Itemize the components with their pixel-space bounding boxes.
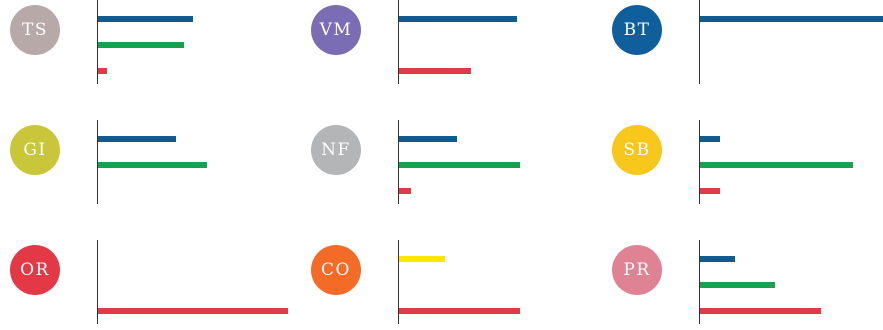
bar-co-1 [399, 308, 520, 314]
bar-pr-2 [700, 308, 821, 314]
axis-line [398, 240, 399, 324]
axis-line [97, 0, 98, 84]
chart-panel-ts: TS [0, 0, 290, 90]
bar-co-0 [399, 256, 445, 262]
bar-nf-0 [399, 136, 457, 142]
chart-panel-bt: BT [602, 0, 883, 90]
bar-vm-0 [399, 16, 517, 22]
badge-bt: BT [612, 5, 662, 55]
bar-gi-0 [98, 136, 176, 142]
bar-nf-2 [399, 188, 411, 194]
bar-gi-1 [98, 162, 207, 168]
chart-panel-co: CO [301, 240, 591, 330]
chart-panel-sb: SB [602, 120, 883, 210]
axis-line [398, 0, 399, 84]
bar-ts-0 [98, 16, 193, 22]
badge-vm: VM [311, 5, 361, 55]
bar-or-0 [98, 308, 288, 314]
axis-line [699, 0, 700, 84]
chart-panel-or: OR [0, 240, 290, 330]
badge-nf: NF [311, 125, 361, 175]
axis-line [97, 120, 98, 204]
chart-panel-vm: VM [301, 0, 591, 90]
badge-ts: TS [10, 5, 60, 55]
axis-line [699, 240, 700, 324]
chart-panel-gi: GI [0, 120, 290, 210]
chart-panel-pr: PR [602, 240, 883, 330]
bar-pr-1 [700, 282, 775, 288]
chart-panel-nf: NF [301, 120, 591, 210]
axis-line [398, 120, 399, 204]
bar-vm-1 [399, 68, 471, 74]
axis-line [97, 240, 98, 324]
badge-co: CO [311, 245, 361, 295]
badge-sb: SB [612, 125, 662, 175]
bar-sb-2 [700, 188, 720, 194]
badge-pr: PR [612, 245, 662, 295]
bar-sb-1 [700, 162, 853, 168]
axis-line [699, 120, 700, 204]
bar-ts-1 [98, 42, 184, 48]
badge-gi: GI [10, 125, 60, 175]
bar-nf-1 [399, 162, 520, 168]
badge-or: OR [10, 245, 60, 295]
bar-sb-0 [700, 136, 720, 142]
bar-bt-0 [700, 16, 883, 22]
bar-ts-2 [98, 68, 107, 74]
bar-pr-0 [700, 256, 735, 262]
